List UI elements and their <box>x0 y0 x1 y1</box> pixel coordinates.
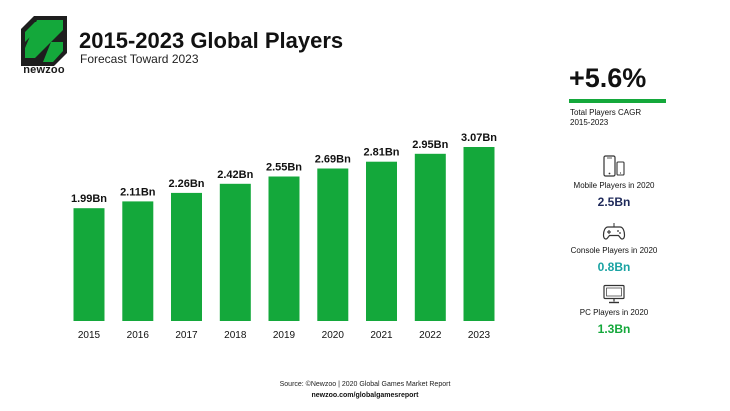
bar-chart: 1.99Bn 2015 2.11Bn 2016 2.26Bn 2017 2.42Bn 2018… <box>71 132 497 341</box>
tick-label-2019: 2019 <box>273 330 296 341</box>
cagr-underline <box>569 99 666 103</box>
stat-pc-value: 1.3Bn <box>597 322 631 336</box>
stat-pc-label: PC Players in 2020 <box>579 308 649 317</box>
tick-label-2022: 2022 <box>419 330 442 341</box>
data-label-2023: 3.07Bn <box>461 132 497 144</box>
data-label-2021: 2.81Bn <box>363 147 399 159</box>
stat-console: Console Players in 2020 0.8Bn <box>555 222 673 274</box>
bar-2015 <box>73 208 105 321</box>
tick-label-2018: 2018 <box>224 330 247 341</box>
tick-label-2017: 2017 <box>175 330 198 341</box>
cagr-label-line2: 2015-2023 <box>570 118 609 127</box>
bar-2021 <box>366 161 397 321</box>
stat-pc: PC Players in 2020 1.3Bn <box>555 284 673 336</box>
bar-2020 <box>317 168 349 321</box>
bar-2022 <box>414 153 446 321</box>
bar-2016 <box>122 201 154 321</box>
stat-console-label: Console Players in 2020 <box>570 246 658 255</box>
bar-2019 <box>268 176 300 321</box>
stat-mobile-value: 2.5Bn <box>597 195 631 209</box>
tick-label-2020: 2020 <box>322 330 345 341</box>
logo-wordmark: newzoo <box>23 64 65 76</box>
tick-label-2016: 2016 <box>127 330 150 341</box>
mobile-phone-icon <box>603 155 625 177</box>
page-subtitle: Forecast Toward 2023 <box>80 52 199 66</box>
page-title: 2015-2023 Global Players <box>79 28 344 53</box>
source-note: Source: ©Newzoo | 2020 Global Games Mark… <box>279 381 451 388</box>
bar-2023 <box>463 147 495 321</box>
gamepad-icon <box>602 223 626 240</box>
cagr-label-line1: Total Players CAGR <box>570 108 642 117</box>
data-label-2020: 2.69Bn <box>315 154 351 166</box>
data-label-2016: 2.11Bn <box>120 186 156 198</box>
monitor-icon <box>603 284 625 304</box>
stat-mobile-label: Mobile Players in 2020 <box>573 181 655 190</box>
data-label-2019: 2.55Bn <box>266 162 302 174</box>
stat-console-value: 0.8Bn <box>597 260 631 274</box>
stat-mobile: Mobile Players in 2020 2.5Bn <box>555 155 673 209</box>
data-label-2015: 1.99Bn <box>71 193 107 205</box>
data-label-2017: 2.26Bn <box>168 178 204 190</box>
cagr-label: Total Players CAGR 2015-2023 <box>570 108 680 128</box>
tick-label-2015: 2015 <box>78 330 101 341</box>
bar-2018 <box>219 183 251 321</box>
bar-2017 <box>171 192 202 321</box>
source-url[interactable]: newzoo.com/globalgamesreport <box>311 392 419 399</box>
tick-label-2023: 2023 <box>468 330 491 341</box>
newzoo-logo <box>21 16 67 66</box>
data-label-2018: 2.42Bn <box>217 169 253 181</box>
tick-label-2021: 2021 <box>370 330 393 341</box>
data-label-2022: 2.95Bn <box>412 139 448 151</box>
cagr-value: +5.6% <box>569 63 647 93</box>
